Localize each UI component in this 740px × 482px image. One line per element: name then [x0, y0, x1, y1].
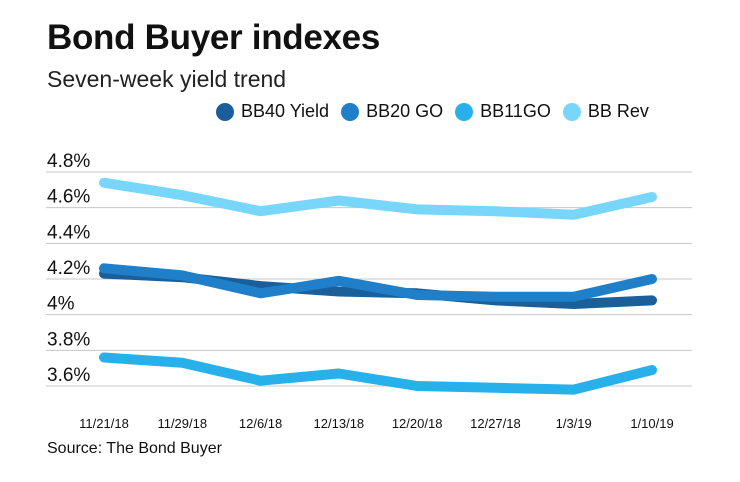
legend-swatch-bb20: [341, 102, 360, 121]
legend: BB40 Yield BB20 GO BB11GO BB Rev: [216, 101, 661, 122]
legend-label-bbrev: BB Rev: [587, 101, 649, 121]
series-line-bb-rev: [99, 177, 657, 220]
series-line-bb20-go: [99, 263, 657, 302]
x-tick-label: 12/27/18: [470, 416, 521, 431]
y-axis-labels: 4.8% 4.6% 4.4% 4.2% 4% 3.8% 3.6%: [47, 151, 90, 386]
y-tick-label: 4%: [47, 294, 75, 315]
legend-label-bb20: BB20 GO: [366, 101, 444, 121]
series-line-bb11go: [99, 352, 657, 395]
x-tick-label: 11/21/18: [79, 416, 129, 431]
y-tick-label: 4.8%: [47, 151, 90, 172]
x-tick-label: 1/3/19: [556, 416, 592, 431]
x-tick-label: 12/20/18: [392, 416, 443, 431]
legend-item-bbrev: BB Rev: [562, 101, 649, 122]
legend-label-bb11: BB11GO: [480, 101, 551, 121]
chart-title: Bond Buyer indexes: [47, 18, 381, 57]
x-axis-labels: 11/21/18 11/29/18 12/6/18 12/13/18 12/20/18 1…: [79, 416, 674, 431]
legend-item-bb40: BB40 Yield: [216, 101, 329, 122]
x-tick-label: 11/29/18: [157, 416, 207, 431]
series-lines: [99, 177, 657, 395]
source-note: Source: The Bond Buyer: [47, 440, 222, 457]
chart-subtitle: Seven-week yield trend: [47, 66, 287, 92]
legend-swatch-bb40: [216, 102, 234, 121]
legend-item-bb11: BB11GO: [455, 101, 551, 122]
y-tick-label: 4.2%: [47, 258, 90, 279]
x-tick-label: 12/13/18: [314, 416, 365, 431]
legend-swatch-bb11: [455, 102, 474, 121]
legend-item-bb20: BB20 GO: [341, 101, 443, 122]
y-tick-label: 4.4%: [47, 222, 90, 243]
legend-swatch-bbrev: [562, 102, 581, 121]
x-tick-label: 1/10/19: [630, 416, 673, 431]
y-tick-label: 3.8%: [47, 329, 90, 350]
legend-label-bb40: BB40 Yield: [241, 101, 330, 121]
x-tick-label: 12/6/18: [239, 416, 282, 431]
y-tick-label: 3.6%: [47, 365, 90, 386]
y-tick-label: 4.6%: [47, 187, 90, 208]
